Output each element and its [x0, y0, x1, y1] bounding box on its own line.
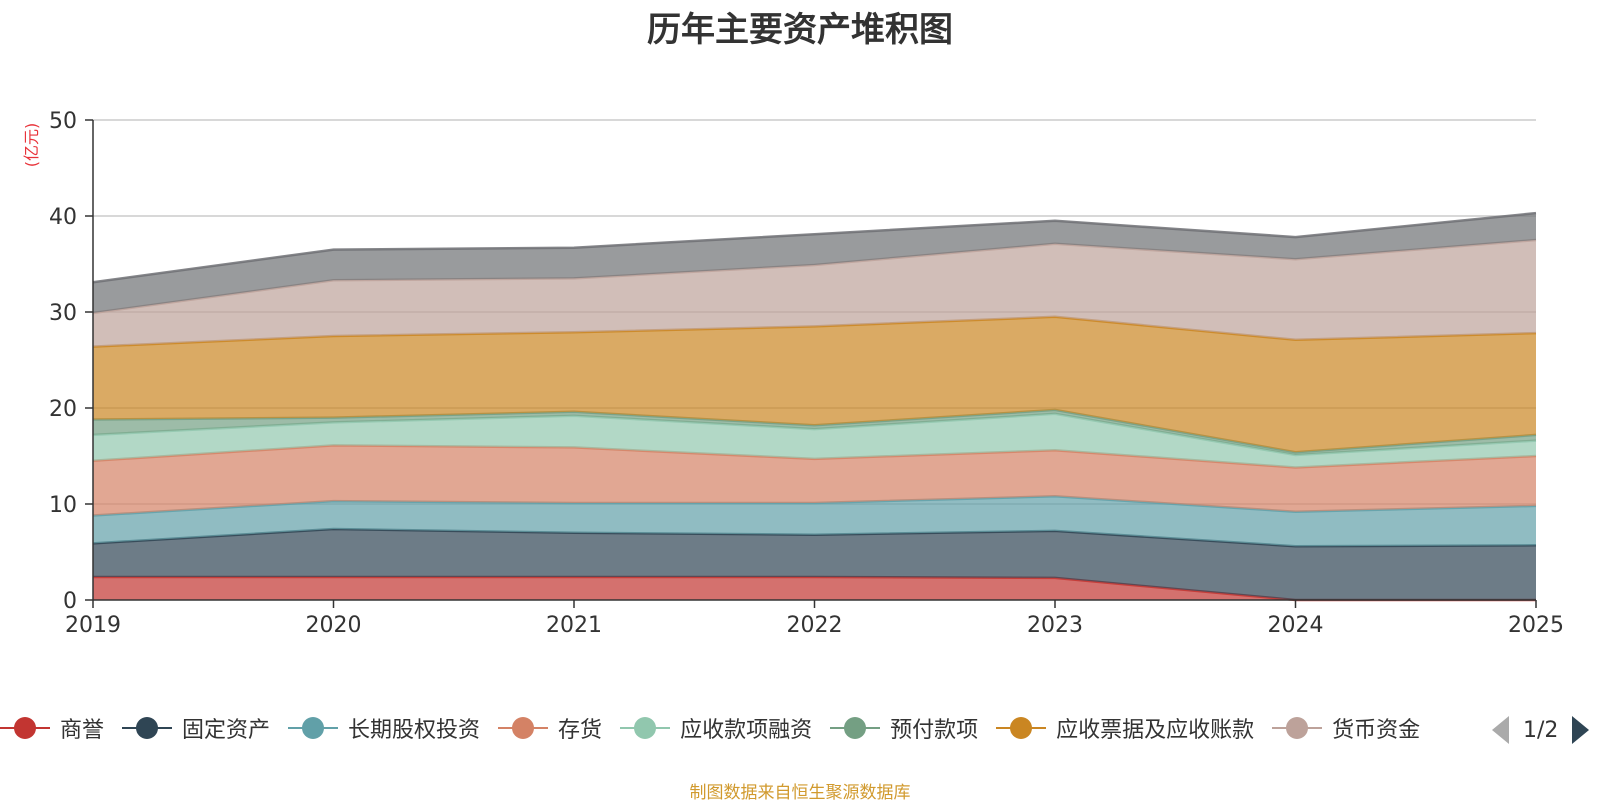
legend-item[interactable]: 商誉 — [0, 710, 104, 746]
y-tick-label: 10 — [49, 493, 77, 518]
legend-item[interactable]: 固定资产 — [122, 710, 270, 746]
legend-marker-icon — [0, 710, 50, 746]
y-tick-label: 20 — [49, 397, 77, 422]
legend-item[interactable]: 应收款项融资 — [620, 710, 812, 746]
legend-page-indicator: 1/2 — [1523, 717, 1559, 743]
y-tick-label: 30 — [49, 301, 77, 326]
x-tick-label: 2023 — [1027, 613, 1083, 638]
legend-label: 货币资金 — [1332, 718, 1421, 743]
legend-label: 存货 — [558, 718, 603, 743]
x-tick-label: 2019 — [65, 613, 121, 638]
area-layer — [92, 211, 1537, 602]
legend-item[interactable]: 预付款项 — [830, 710, 978, 746]
legend-marker-icon — [620, 710, 671, 746]
legend-label: 应收款项融资 — [680, 718, 813, 743]
legend-marker-icon — [996, 710, 1047, 746]
area-固定资产[interactable] — [93, 529, 1536, 600]
x-tick-label: 2022 — [787, 613, 843, 638]
y-tick-label: 40 — [49, 205, 77, 230]
area-应收款项融资[interactable] — [93, 413, 1536, 468]
area-存货[interactable] — [93, 445, 1536, 516]
legend-item[interactable]: 应收票据及应收账款 — [996, 710, 1254, 746]
legend-label: 商誉 — [60, 718, 105, 743]
x-tick-label: 2024 — [1268, 613, 1324, 638]
area-长期股权投资[interactable] — [93, 496, 1536, 547]
legend-item[interactable]: 货币资金 — [1272, 710, 1420, 746]
legend-label: 固定资产 — [182, 718, 271, 743]
chart-title: 历年主要资产堆积图 — [647, 10, 953, 50]
legend-marker-icon — [498, 710, 549, 746]
legend-marker-icon — [830, 710, 881, 746]
legend-marker-icon — [122, 710, 173, 746]
legend-prev-button[interactable] — [1492, 716, 1509, 744]
x-tick-label: 2020 — [306, 613, 362, 638]
area-货币资金[interactable] — [93, 240, 1536, 347]
x-tick-label: 2025 — [1508, 613, 1564, 638]
area-其他[interactable] — [93, 213, 1536, 313]
legend-item[interactable]: 存货 — [498, 710, 602, 746]
legend-label: 预付款项 — [890, 718, 979, 743]
legend-next-button[interactable] — [1572, 716, 1590, 744]
legend-marker-icon — [288, 710, 339, 746]
area-商誉[interactable] — [93, 577, 1536, 600]
series-line-其他 — [92, 211, 1537, 284]
y-tick-label: 0 — [63, 589, 77, 614]
y-axis-label: (亿元) — [22, 123, 41, 168]
y-tick-label: 50 — [49, 109, 77, 134]
legend-item[interactable]: 长期股权投资 — [288, 710, 480, 746]
legend-marker-icon — [1272, 710, 1323, 746]
legend: 商誉 固定资产 长期股权投资 存货 应收款项融资 预付款项 应收票据及应收账款 货币资金 — [0, 710, 1480, 746]
legend-label: 长期股权投资 — [348, 718, 481, 743]
legend-label: 应收票据及应收账款 — [1056, 718, 1255, 743]
legend-pager: 1/2 — [1492, 712, 1590, 748]
area-应收票据及应收账款[interactable] — [93, 316, 1536, 453]
x-tick-label: 2021 — [546, 613, 602, 638]
source-note: 制图数据来自恒生聚源数据库 — [689, 783, 911, 803]
axis-layer: 0 10 20 30 40 50 2019 2020 2021 2022 2023 2024 2025 — [49, 109, 1564, 638]
